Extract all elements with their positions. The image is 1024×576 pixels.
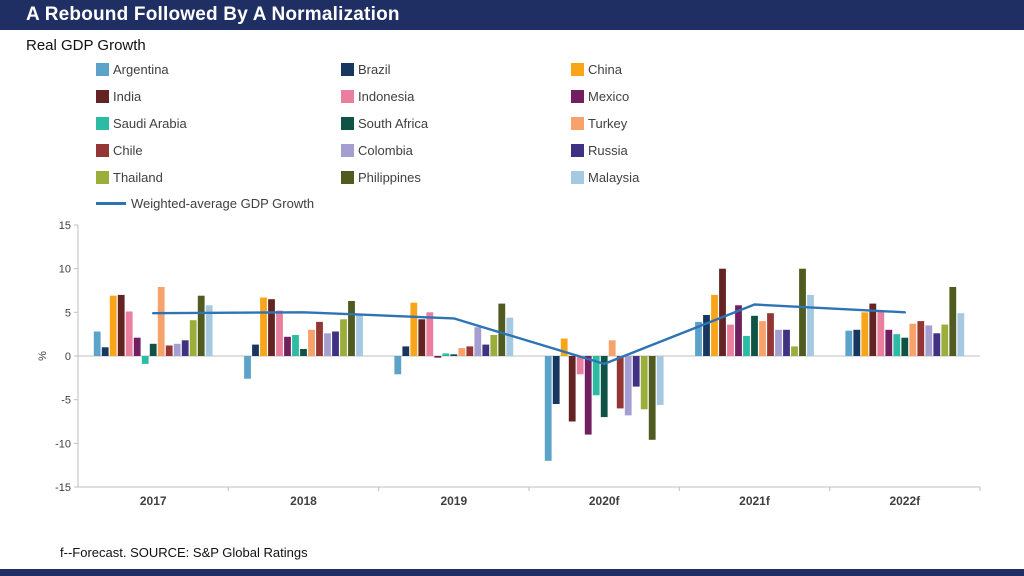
legend-label: India [113,88,142,104]
svg-text:2021f: 2021f [739,494,771,508]
legend-item-mexico: Mexico [571,88,811,104]
legend-item-india: India [96,88,341,104]
legend-label: Brazil [358,61,391,77]
svg-text:5: 5 [65,307,71,319]
legend-swatch [341,143,354,157]
legend-line: Weighted-average GDP Growth [96,196,1024,211]
svg-text:2022f: 2022f [889,494,921,508]
svg-text:-10: -10 [55,438,71,450]
legend-item-argentina: Argentina [96,61,341,77]
legend-item-china: China [571,61,811,77]
svg-text:15: 15 [59,220,71,232]
svg-text:2017: 2017 [140,494,167,508]
legend-swatch [571,89,584,103]
legend-swatch [96,62,109,76]
legend-swatch [571,170,584,184]
gdp-chart: 15 10 5 0 -5 -10 -15 2017 2018 2019 2020f 2021f 2022… [34,219,1024,520]
legend-item-brazil: Brazil [341,61,571,77]
legend-item-saudi-arabia: Saudi Arabia [96,115,341,131]
svg-text:2019: 2019 [440,494,467,508]
legend-item-philippines: Philippines [341,169,571,185]
legend-swatch [571,143,584,157]
legend-item-south-africa: South Africa [341,115,571,131]
header-bar: A Rebound Followed By A Normalization [0,0,1024,30]
svg-text:-15: -15 [55,482,71,494]
legend-item-malaysia: Malaysia [571,169,811,185]
legend-swatch [96,143,109,157]
legend-swatch [571,116,584,130]
legend-label: Chile [113,142,143,158]
legend-swatch [571,62,584,76]
legend-item-chile: Chile [96,142,341,158]
legend-swatch [96,170,109,184]
svg-text:-5: -5 [61,395,71,407]
svg-text:2020f: 2020f [589,494,621,508]
legend-item-thailand: Thailand [96,169,341,185]
legend-item-turkey: Turkey [571,115,811,131]
chart-subtitle: Real GDP Growth [26,37,146,54]
legend-label: Argentina [113,61,169,77]
line-swatch [96,202,126,205]
legend-item-indonesia: Indonesia [341,88,571,104]
svg-text:10: 10 [59,264,71,276]
legend-label: Turkey [588,115,628,131]
footer-note: f--Forecast. SOURCE: S&P Global Ratings [60,545,308,560]
legend-label: Philippines [358,169,421,185]
legend-label: Weighted-average GDP Growth [131,196,315,211]
bottom-accent-bar [0,569,1024,576]
legend-label: Russia [588,142,628,158]
svg-text:0: 0 [65,351,71,363]
legend-label: Mexico [588,88,630,104]
legend-label: Thailand [113,169,163,185]
chart-area: 15 10 5 0 -5 -10 -15 2017 2018 2019 2020f 2021f 2022… [37,220,981,508]
legend-label: China [588,61,622,77]
legend-label: Indonesia [358,88,415,104]
legend-swatch [341,170,354,184]
legend-swatch [96,89,109,103]
svg-text:%: % [37,351,49,361]
legend-swatch [96,116,109,130]
legend-label: Colombia [358,142,413,158]
page-title: A Rebound Followed By A Normalization [26,4,400,25]
legend-label: Saudi Arabia [113,115,187,131]
legend-label: South Africa [358,115,429,131]
legend-swatch [341,116,354,130]
legend: Argentina Brazil China India Indonesia Mexico… [96,61,1024,185]
legend-label: Malaysia [588,169,640,185]
legend-item-colombia: Colombia [341,142,571,158]
legend-swatch [341,62,354,76]
legend-item-russia: Russia [571,142,811,158]
svg-text:2018: 2018 [290,494,317,508]
legend-swatch [341,89,354,103]
